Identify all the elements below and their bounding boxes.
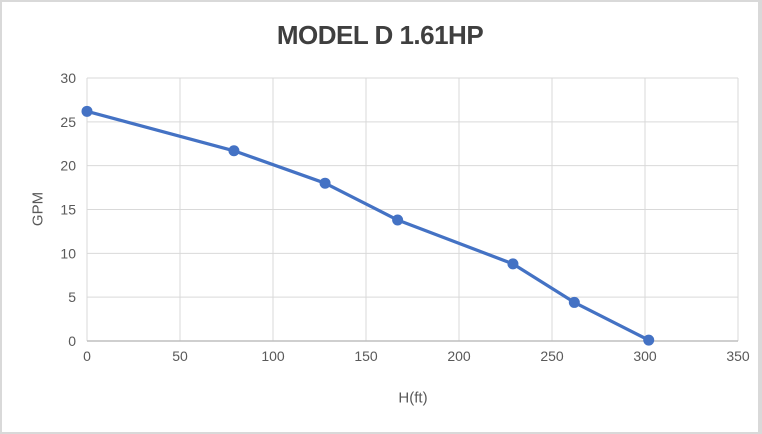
x-tick-label: 250 [540, 348, 564, 364]
chart-title: MODEL D 1.61HP [276, 20, 484, 50]
y-tick-label: 10 [60, 245, 76, 261]
y-tick-label: 5 [68, 289, 76, 305]
x-tick-label: 300 [633, 348, 657, 364]
x-tick-label: 150 [354, 348, 378, 364]
data-point-marker [568, 296, 580, 308]
y-tick-label: 20 [60, 158, 76, 174]
x-tick-label: 50 [172, 348, 188, 364]
x-tick-label: 350 [726, 348, 750, 364]
x-tick-label: 100 [261, 348, 285, 364]
data-point-marker [228, 145, 240, 157]
y-tick-label: 25 [60, 114, 76, 130]
x-tick-label: 0 [83, 348, 91, 364]
data-point-marker [81, 105, 93, 117]
y-tick-label: 0 [68, 333, 76, 349]
series-line [85, 109, 651, 342]
y-tick-label: 30 [60, 70, 76, 86]
y-axis-title: GPM [29, 191, 47, 227]
data-point-marker [643, 334, 655, 346]
data-point-marker [507, 258, 519, 270]
data-point-marker [392, 214, 404, 226]
x-tick-label: 200 [447, 348, 471, 364]
x-axis-title: H(ft) [398, 389, 428, 407]
y-tick-label: 15 [60, 202, 76, 218]
data-point-marker [319, 177, 331, 189]
